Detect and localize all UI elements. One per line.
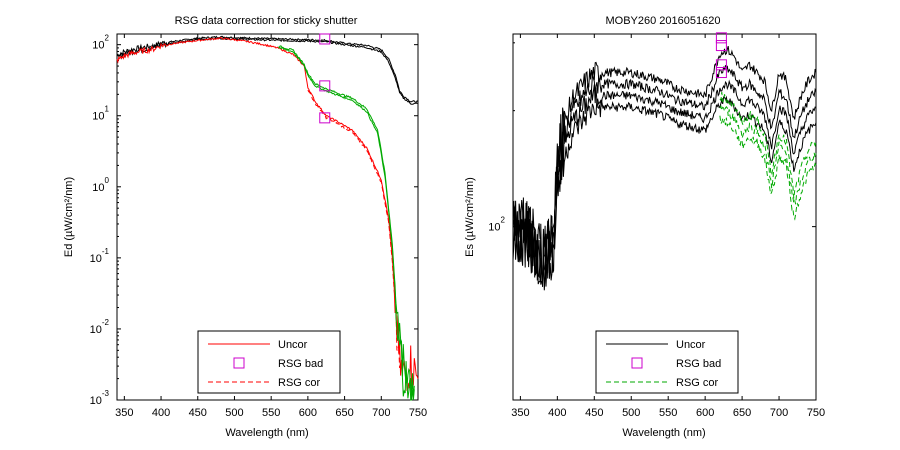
rsg-bad-marker (715, 59, 727, 71)
legend-label: RSG bad (676, 358, 721, 370)
x-tick-label: 500 (225, 407, 243, 419)
series-line-3 (307, 89, 401, 369)
series-line-0 (512, 45, 817, 287)
left-y-axis-label: Ed (µW/cm²/nm) (63, 177, 75, 257)
x-tick-label: 450 (585, 407, 603, 419)
left-plot-frame (116, 33, 419, 401)
x-tick-label: 650 (335, 407, 353, 419)
series-line-1 (116, 36, 419, 105)
x-tick-label: 550 (659, 407, 677, 419)
left-y-axis: 102 101 100 10-1 10-2 10-3 (90, 34, 418, 407)
x-tick-label: 750 (807, 407, 825, 419)
x-tick-label: 600 (299, 407, 317, 419)
x-tick-label: 750 (409, 407, 427, 419)
series-line-4 (719, 92, 817, 199)
x-tick-label: 350 (115, 407, 133, 419)
left-x-axis-label: Wavelength (nm) (225, 427, 308, 439)
series-line-5 (278, 47, 415, 401)
legend-marker (631, 357, 643, 369)
legend-label: Uncor (676, 339, 706, 351)
x-tick-label: 400 (548, 407, 566, 419)
y-tick-label: 102 (488, 216, 505, 234)
legend-label: RSG cor (676, 377, 719, 389)
right-legend: Uncor RSG bad RSG cor (595, 330, 739, 394)
rsg-bad-marker (319, 80, 331, 92)
series-line-2 (116, 37, 419, 392)
y-tick-label: 100 (92, 176, 109, 194)
rsg-bad-marker (319, 33, 331, 45)
rsg-bad-marker (319, 112, 331, 124)
y-tick-label: 102 (92, 34, 109, 52)
series-line-1 (512, 65, 817, 291)
left-chart-panel: RSG data correction for sticky shutter 3… (63, 15, 427, 439)
left-x-axis: 350 400 450 500 550 600 650 700 750 (115, 34, 427, 419)
x-tick-label: 400 (152, 407, 170, 419)
right-plot-area (512, 32, 817, 291)
x-tick-label: 700 (372, 407, 390, 419)
series-line-5 (719, 104, 817, 205)
right-y-axis-label: Es (µW/cm²/nm) (464, 177, 476, 257)
rsg-bad-marker (715, 40, 727, 52)
series-line-6 (719, 115, 817, 221)
x-tick-label: 600 (696, 407, 714, 419)
legend-marker (233, 357, 245, 369)
right-x-axis: 350 400 450 500 550 600 650 700 750 (511, 34, 825, 419)
x-tick-label: 500 (622, 407, 640, 419)
legend-box (595, 330, 739, 394)
legend-box (197, 330, 341, 394)
right-chart-title: MOBY260 2016051620 (606, 15, 721, 27)
x-tick-label: 700 (770, 407, 788, 419)
left-chart-title: RSG data correction for sticky shutter (175, 15, 358, 27)
x-tick-label: 450 (189, 407, 207, 419)
series-line-3 (512, 95, 817, 285)
left-plot-area (116, 33, 419, 401)
x-tick-label: 650 (733, 407, 751, 419)
legend-label: RSG bad (278, 358, 323, 370)
rsg-bad-marker (715, 67, 727, 79)
y-tick-label: 10-3 (90, 389, 110, 407)
legend-label: RSG cor (278, 377, 321, 389)
right-x-axis-label: Wavelength (nm) (622, 427, 705, 439)
y-tick-label: 101 (92, 105, 109, 123)
x-tick-label: 350 (511, 407, 529, 419)
legend-label: Uncor (278, 339, 308, 351)
y-tick-label: 10-2 (90, 318, 110, 336)
x-tick-label: 550 (262, 407, 280, 419)
right-chart-panel: MOBY260 2016051620 350 400 450 500 550 600 650… (464, 15, 825, 439)
left-legend: Uncor RSG bad RSG cor (197, 330, 341, 394)
y-tick-label: 10-1 (90, 247, 110, 265)
rsg-bad-marker (715, 32, 727, 44)
